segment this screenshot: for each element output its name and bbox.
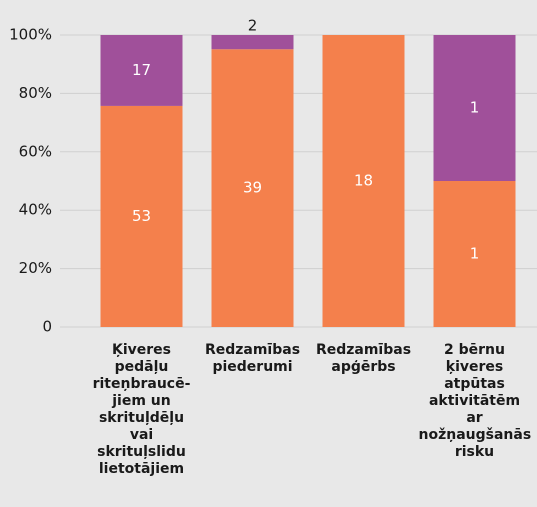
y-tick-label: 20% bbox=[19, 259, 52, 277]
x-tick-label: Redzamības piederumi bbox=[204, 342, 301, 375]
y-tick-label: 40% bbox=[19, 201, 52, 219]
y-tick-label: 0 bbox=[42, 318, 52, 336]
bar-segment bbox=[211, 35, 294, 50]
x-tick-label: Ķiveres pedāļu riteņbraucē- jiem un skri… bbox=[92, 342, 191, 477]
data-label: 1 bbox=[470, 99, 480, 117]
y-tick-label: 60% bbox=[19, 142, 52, 160]
data-label: 2 bbox=[248, 17, 258, 35]
data-label: 17 bbox=[132, 61, 151, 79]
y-tick-label: 80% bbox=[19, 84, 52, 102]
x-tick-label: Redzamības apģērbs bbox=[315, 342, 412, 375]
data-label: 39 bbox=[243, 179, 262, 197]
data-label: 1 bbox=[470, 245, 480, 263]
bar-segment bbox=[100, 35, 183, 106]
bar-segment bbox=[322, 35, 405, 327]
y-tick-label: 100% bbox=[9, 26, 52, 44]
data-label: 18 bbox=[354, 172, 373, 190]
data-label: 53 bbox=[132, 207, 151, 225]
bar-segment bbox=[211, 49, 294, 328]
bar-segment bbox=[433, 181, 516, 327]
bar-segment bbox=[433, 35, 516, 181]
bar-segment bbox=[100, 105, 183, 328]
x-tick-label: 2 bērnu ķiveres atpūtas aktivitātēm ar n… bbox=[418, 342, 532, 460]
